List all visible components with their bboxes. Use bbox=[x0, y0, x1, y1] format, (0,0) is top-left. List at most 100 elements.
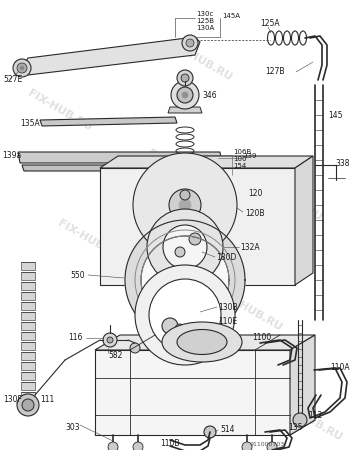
Polygon shape bbox=[21, 362, 35, 370]
Text: 112: 112 bbox=[308, 410, 322, 419]
Polygon shape bbox=[95, 335, 315, 350]
Polygon shape bbox=[21, 352, 35, 360]
Polygon shape bbox=[21, 392, 35, 400]
Circle shape bbox=[20, 66, 24, 70]
Circle shape bbox=[181, 74, 189, 82]
Polygon shape bbox=[141, 236, 229, 324]
Text: 132A: 132A bbox=[240, 243, 260, 252]
Text: 130c: 130c bbox=[196, 11, 214, 17]
Polygon shape bbox=[40, 117, 177, 126]
Circle shape bbox=[186, 39, 194, 47]
Circle shape bbox=[107, 337, 113, 343]
Circle shape bbox=[204, 426, 216, 438]
Circle shape bbox=[171, 81, 199, 109]
Polygon shape bbox=[21, 342, 35, 350]
Text: 514: 514 bbox=[220, 426, 235, 435]
Text: 130B: 130B bbox=[218, 302, 238, 311]
Text: 111: 111 bbox=[40, 396, 54, 405]
Circle shape bbox=[180, 190, 190, 200]
Polygon shape bbox=[20, 37, 200, 75]
Polygon shape bbox=[171, 163, 185, 178]
Text: 303: 303 bbox=[65, 423, 80, 432]
Polygon shape bbox=[95, 350, 290, 435]
Circle shape bbox=[182, 35, 198, 51]
Text: 145A: 145A bbox=[222, 13, 240, 19]
Circle shape bbox=[177, 70, 193, 86]
Polygon shape bbox=[100, 156, 313, 168]
Polygon shape bbox=[21, 302, 35, 310]
Circle shape bbox=[175, 247, 185, 257]
Text: FIX-HUB.RU: FIX-HUB.RU bbox=[256, 178, 324, 222]
Text: 106B: 106B bbox=[233, 149, 251, 155]
Text: 130A: 130A bbox=[196, 25, 214, 31]
Circle shape bbox=[103, 333, 117, 347]
Circle shape bbox=[22, 399, 34, 411]
Polygon shape bbox=[21, 312, 35, 320]
Circle shape bbox=[179, 199, 191, 211]
Circle shape bbox=[135, 265, 235, 365]
Ellipse shape bbox=[177, 329, 227, 355]
Text: 346: 346 bbox=[202, 90, 217, 99]
Polygon shape bbox=[295, 156, 313, 285]
Text: 125B: 125B bbox=[196, 18, 214, 24]
Text: 125A: 125A bbox=[260, 19, 280, 28]
Text: 110A: 110A bbox=[330, 363, 350, 372]
Text: 110B: 110B bbox=[160, 438, 180, 447]
Text: 1100: 1100 bbox=[252, 333, 271, 342]
Text: 145: 145 bbox=[328, 111, 343, 120]
Polygon shape bbox=[100, 168, 295, 285]
Polygon shape bbox=[22, 165, 217, 171]
Circle shape bbox=[17, 63, 27, 73]
Circle shape bbox=[242, 442, 252, 450]
Polygon shape bbox=[290, 335, 315, 435]
Text: 110E: 110E bbox=[218, 318, 237, 327]
Text: 911000703: 911000703 bbox=[250, 441, 285, 446]
Circle shape bbox=[133, 153, 237, 257]
Text: 120: 120 bbox=[248, 189, 262, 198]
Text: FIX-HUB.RU: FIX-HUB.RU bbox=[96, 358, 164, 402]
Text: 139: 139 bbox=[243, 153, 257, 159]
Polygon shape bbox=[148, 163, 162, 178]
Polygon shape bbox=[21, 372, 35, 380]
Text: 120B: 120B bbox=[245, 208, 265, 217]
Text: 338: 338 bbox=[335, 158, 350, 167]
Circle shape bbox=[147, 209, 223, 285]
Text: 582: 582 bbox=[108, 351, 122, 360]
Text: FIX-HUB.RU: FIX-HUB.RU bbox=[56, 218, 124, 262]
Circle shape bbox=[130, 343, 140, 353]
Circle shape bbox=[293, 413, 307, 427]
Text: 106: 106 bbox=[233, 156, 246, 162]
Polygon shape bbox=[21, 332, 35, 340]
Polygon shape bbox=[21, 262, 35, 270]
Polygon shape bbox=[168, 107, 202, 113]
Circle shape bbox=[149, 279, 221, 351]
Polygon shape bbox=[18, 152, 222, 163]
Text: 135: 135 bbox=[288, 423, 302, 432]
Text: FIX-HUB.RU: FIX-HUB.RU bbox=[216, 288, 284, 333]
Circle shape bbox=[13, 59, 31, 77]
Ellipse shape bbox=[162, 322, 242, 362]
Circle shape bbox=[267, 442, 277, 450]
Polygon shape bbox=[123, 163, 137, 178]
Text: 130F: 130F bbox=[3, 396, 22, 405]
Polygon shape bbox=[21, 322, 35, 330]
Text: 130D: 130D bbox=[216, 253, 236, 262]
Text: FIX-HUB.RU: FIX-HUB.RU bbox=[166, 38, 234, 82]
Text: 550: 550 bbox=[70, 270, 85, 279]
Text: FIX-HUB.RU: FIX-HUB.RU bbox=[276, 398, 344, 442]
Circle shape bbox=[175, 324, 185, 334]
Polygon shape bbox=[21, 282, 35, 290]
Circle shape bbox=[17, 394, 39, 416]
Circle shape bbox=[162, 318, 178, 334]
Polygon shape bbox=[21, 292, 35, 300]
Circle shape bbox=[177, 87, 193, 103]
Text: FIX-HUB.RU: FIX-HUB.RU bbox=[146, 148, 214, 193]
Circle shape bbox=[163, 225, 207, 269]
Circle shape bbox=[189, 233, 201, 245]
Circle shape bbox=[169, 189, 201, 221]
Circle shape bbox=[108, 442, 118, 450]
Circle shape bbox=[182, 92, 188, 98]
Polygon shape bbox=[21, 272, 35, 280]
Polygon shape bbox=[95, 420, 315, 435]
Circle shape bbox=[133, 442, 143, 450]
